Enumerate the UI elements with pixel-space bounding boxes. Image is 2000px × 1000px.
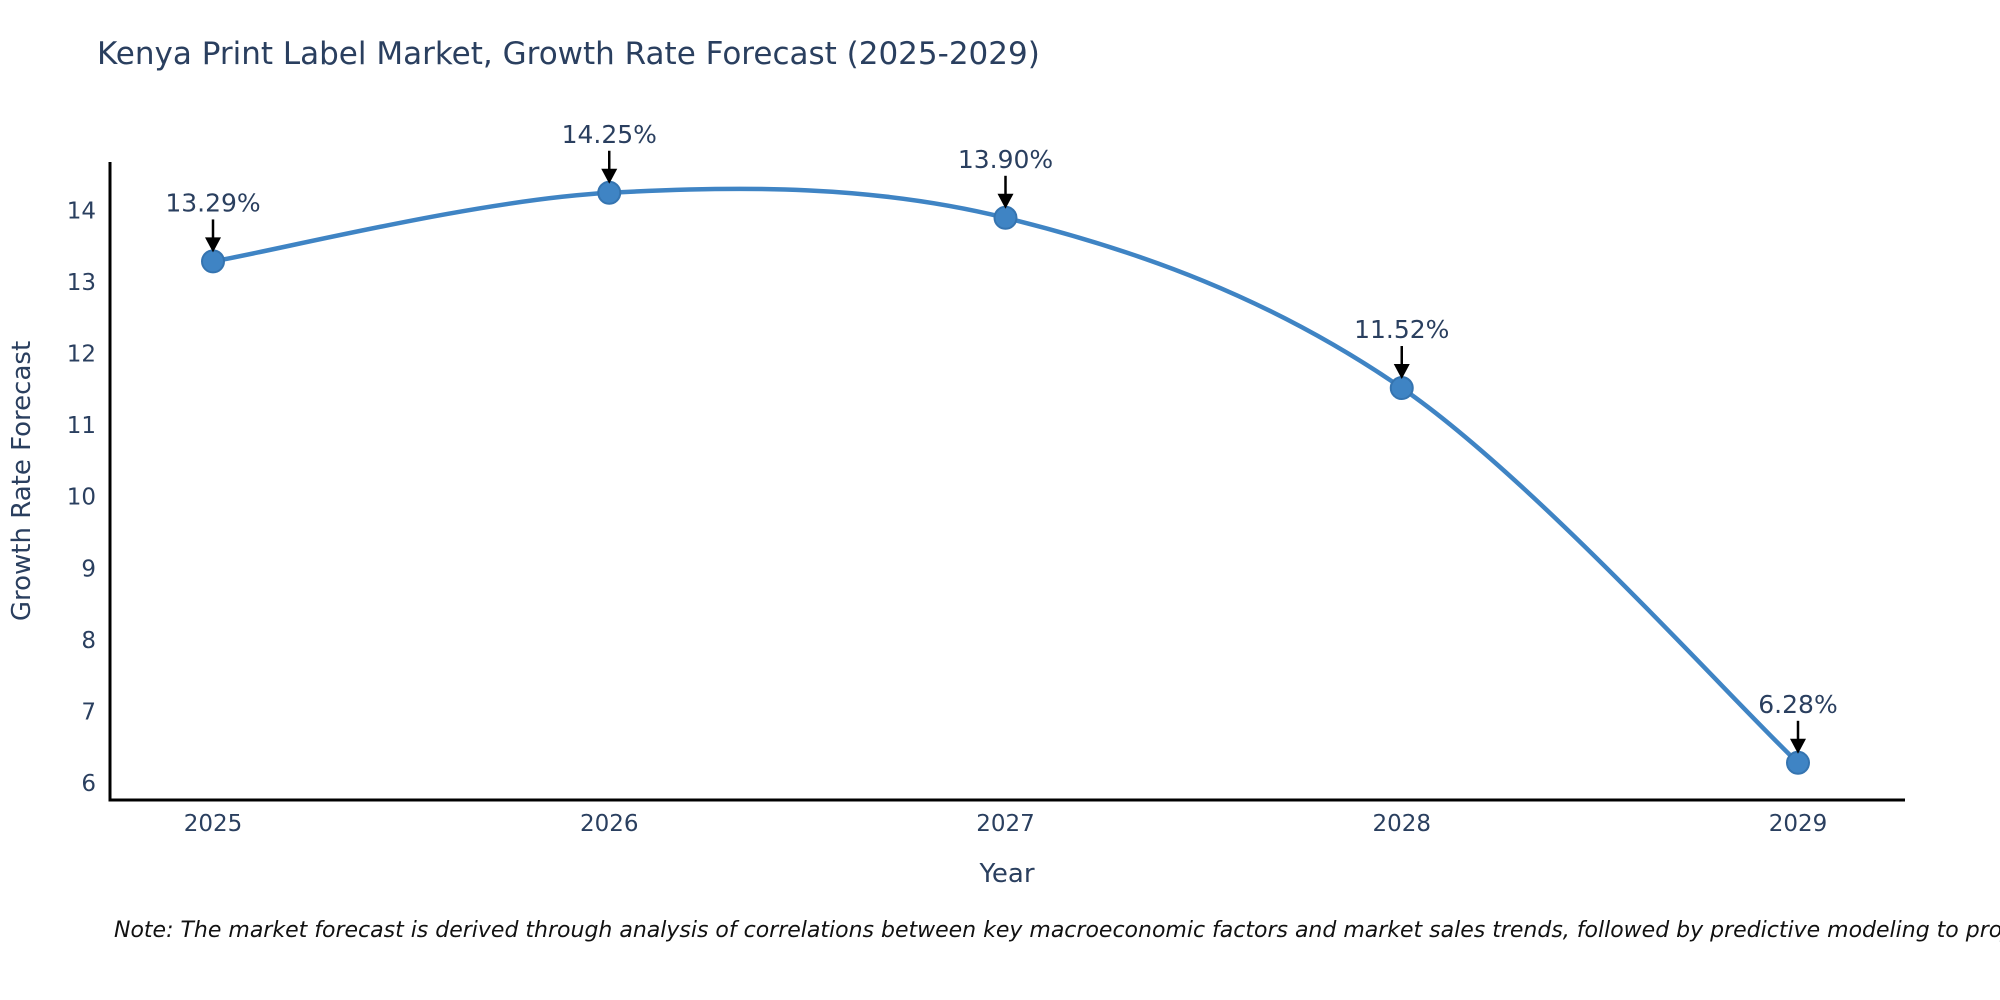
annotation-arrowhead-icon — [205, 237, 221, 253]
y-tick-label: 7 — [81, 699, 96, 725]
chart-footnote: Note: The market forecast is derived thr… — [114, 918, 2000, 943]
chart-title: Kenya Print Label Market, Growth Rate Fo… — [97, 36, 1040, 72]
data-point-2026[interactable] — [597, 180, 622, 205]
y-tick-label: 11 — [67, 413, 96, 439]
y-tick-label: 14 — [67, 199, 96, 225]
annotation-arrowhead-icon — [1393, 364, 1410, 380]
data-point-2027[interactable] — [993, 205, 1018, 230]
data-point-2029[interactable] — [1786, 750, 1810, 775]
y-tick-label: 10 — [67, 485, 96, 511]
y-tick-label: 8 — [81, 628, 96, 654]
annotation-label: 14.25% — [562, 120, 657, 149]
annotation-arrowhead-icon — [601, 168, 618, 184]
y-axis-title: Growth Rate Forecast — [7, 341, 37, 621]
y-tick-label: 13 — [67, 270, 96, 296]
annotation-label: 13.90% — [958, 145, 1053, 174]
x-tick-label: 2029 — [1769, 811, 1828, 837]
annotation-label: 11.52% — [1354, 315, 1449, 344]
data-point-2025[interactable] — [201, 249, 225, 274]
y-tick-label: 9 — [81, 556, 96, 582]
x-tick-label: 2027 — [976, 811, 1035, 837]
annotation-label: 6.28% — [1758, 690, 1837, 719]
x-tick-label: 2026 — [580, 811, 639, 837]
annotation-arrowhead-icon — [997, 193, 1014, 209]
forecast-line — [212, 186, 1800, 765]
x-tick-label: 2028 — [1372, 811, 1431, 837]
annotation-label: 13.29% — [165, 188, 260, 217]
y-tick-label: 6 — [81, 771, 96, 797]
annotation-arrowhead-icon — [1790, 738, 1806, 754]
y-tick-label: 12 — [67, 342, 96, 368]
x-axis-title: Year — [978, 859, 1034, 889]
data-point-2028[interactable] — [1389, 376, 1414, 401]
x-tick-label: 2025 — [184, 811, 243, 837]
